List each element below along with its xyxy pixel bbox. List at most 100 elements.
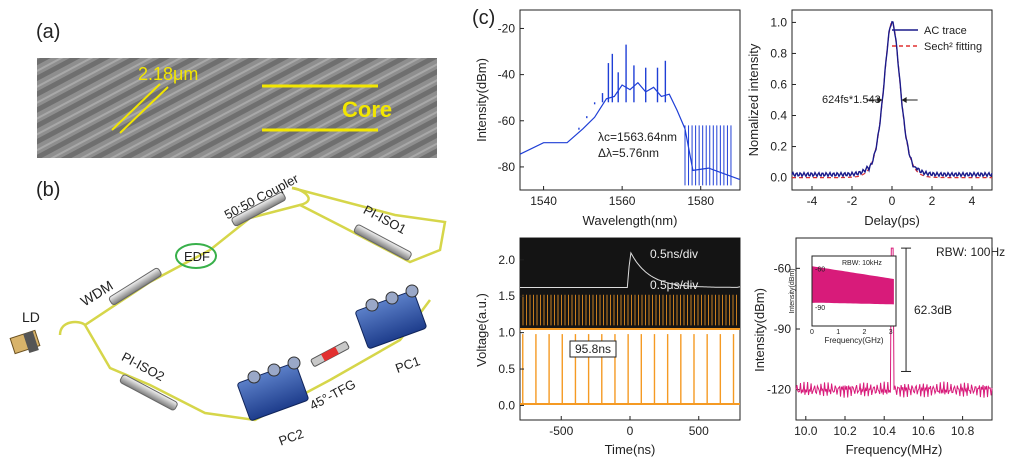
ac-trace-line — [791, 20, 993, 178]
edf-coil — [175, 243, 217, 269]
pulse-period-box — [569, 340, 617, 358]
rf-y-tick-label: -60 — [774, 261, 792, 275]
rf-x-axis-label: Frequency(MHz) — [846, 442, 943, 457]
pc1-component — [355, 284, 427, 349]
pulse-inset-label-us: 0.5μs/div — [650, 278, 698, 292]
spectrum-x-tick-label: 1560 — [609, 194, 636, 208]
rf-y-tick-label: -90 — [774, 322, 792, 336]
pc2-label: PC2 — [277, 426, 306, 449]
spectrum-x-axis-label: Wavelength(nm) — [583, 213, 678, 228]
scale-line-2 — [119, 86, 169, 134]
ac-x-tick-label: -2 — [847, 194, 858, 208]
core-text: Core — [342, 97, 392, 122]
panel-b-label: (b) — [36, 179, 60, 201]
rf-x-tick-label: 10.6 — [912, 424, 936, 438]
ac-x-tick-label: -4 — [807, 194, 818, 208]
spectrum-y-tick-label: -20 — [498, 21, 516, 35]
spectrum-annotation-width: Δλ=5.76nm — [598, 146, 659, 160]
spectrum-plot-frame — [519, 9, 741, 191]
pulse-x-tick-label: 500 — [689, 424, 709, 438]
spectrum-x-tick-label: 1540 — [530, 194, 557, 208]
scale-text: 2.18μm — [138, 64, 198, 84]
rf-y-tick-label: -120 — [767, 383, 791, 397]
rf-inset-spectrum — [812, 266, 894, 310]
pulse-inset-trace — [519, 251, 741, 289]
rf-x-tick-label: 10.4 — [873, 424, 897, 438]
wdm-component — [108, 267, 162, 305]
rf-inset: 0 1 2 3 -60 -90 RBW: 10kHz Frequency(GHz) Int… — [789, 255, 897, 345]
pulse-inset-label-ns: 0.5ns/div — [650, 247, 698, 261]
spectrum-y-tick-label: -60 — [498, 114, 516, 128]
spectrum-y-tick-label: -80 — [498, 160, 516, 174]
rf-snr-text: 62.3dB — [914, 303, 952, 317]
rf-series-line — [795, 247, 993, 398]
pulse-y-tick-label: 1.0 — [498, 326, 515, 340]
ac-legend-trace-label: AC trace — [924, 25, 967, 37]
fiber-coupler-tap — [291, 186, 310, 207]
ld-label: LD — [22, 309, 40, 325]
panel-a: (a) 2.18μm Core — [36, 21, 437, 158]
edf-label: EDF — [184, 249, 210, 264]
ac-fwhm-marker — [866, 97, 918, 103]
pulse-y-tick-label: 1.5 — [498, 289, 515, 303]
spectrum-y-tick-label: -40 — [498, 68, 516, 82]
rf-inset-x-tick-label: 0 — [810, 329, 814, 336]
spectrum-y-axis-label: Intensity(dBm) — [474, 58, 489, 142]
ac-legend-fit-label: Sech² fitting — [924, 41, 982, 53]
ac-y-tick-label: 1.0 — [770, 15, 787, 29]
ac-x-axis-label: Delay(ps) — [864, 213, 920, 228]
ac-y-axis-label: Nomalized intensity — [746, 43, 761, 156]
spectrum-chart: 1540 1560 1580 -80 -60 -40 -20 λc=1563.64nm Δλ… — [474, 9, 741, 228]
pulse-y-tick-label: 0.0 — [498, 398, 515, 412]
rf-inset-y-tick-label: -90 — [815, 305, 825, 312]
pulse-x-tick-label: -500 — [549, 424, 573, 438]
ac-y-tick-label: 0.2 — [770, 140, 787, 154]
rf-x-tick-label: 10.2 — [833, 424, 857, 438]
ac-annotation: 624fs*1.543 — [822, 94, 881, 106]
ac-x-tick-label: 2 — [929, 194, 936, 208]
scale-line-1 — [111, 83, 161, 131]
rf-y-axis-label: Intensity(dBm) — [752, 288, 767, 372]
laser-diode — [9, 329, 41, 355]
wdm-label: WDM — [78, 277, 116, 309]
ac-y-tick-label: 0.6 — [770, 77, 787, 91]
ac-fwhm-head-left — [877, 97, 883, 103]
rf-inset-x-label: Frequency(GHz) — [824, 336, 883, 345]
ac-y-tick-label: 0.0 — [770, 171, 787, 185]
ac-y-tick-label: 0.4 — [770, 109, 787, 123]
rf-x-tick-label: 10.0 — [794, 424, 818, 438]
rf-snr-marker — [901, 247, 912, 372]
pulse-y-axis-label: Voltage(a.u.) — [474, 293, 489, 367]
rf-inset-y-label: Intensity(dBm) — [789, 268, 796, 313]
rf-spectrum-chart: 10.0 10.2 10.4 10.6 10.8 -120 -90 -60 RBW: 100H… — [752, 237, 1005, 457]
rf-x-tick-label: 10.8 — [951, 424, 975, 438]
pulse-train-chart: 0.5ns/div 0.5μs/div -500 0 500 0.0 0.5 1.0 1.5… — [474, 237, 741, 457]
rf-inset-y-tick-label: -60 — [815, 267, 825, 274]
tfg-grating — [321, 346, 339, 362]
coupler-component — [231, 192, 286, 227]
rf-rbw-text: RBW: 100Hz — [936, 245, 1005, 259]
ac-y-tick-label: 0.8 — [770, 46, 787, 60]
spectrum-annotation-center: λc=1563.64nm — [598, 130, 677, 144]
panel-c-label: (c) — [472, 7, 495, 29]
pulse-x-axis-label: Time(ns) — [605, 442, 656, 457]
pulse-y-tick-label: 0.5 — [498, 362, 515, 376]
spectrum-series-line — [519, 81, 741, 181]
rf-inset-x-tick-label: 1 — [836, 329, 840, 336]
rf-inset-x-tick-label: 3 — [889, 329, 893, 336]
rf-inset-rbw: RBW: 10kHz — [842, 260, 882, 267]
panel-b: (b) LD WDM EDF 50:50 Coupler PI-ISO1 PI-… — [9, 170, 447, 449]
tfg-label: 45°-TFG — [307, 376, 358, 413]
spectrum-x-tick-label: 1580 — [687, 194, 714, 208]
pulse-inset-background — [520, 238, 740, 328]
autocorrelation-chart: -4 -2 0 2 4 0.0 0.2 0.4 0.6 0.8 1.0 AC trace Sech²… — [746, 9, 993, 228]
ac-x-tick-label: 4 — [969, 194, 976, 208]
micrograph — [37, 58, 437, 158]
pulse-x-tick-label: 0 — [627, 424, 634, 438]
rf-inset-x-tick-label: 2 — [863, 329, 867, 336]
pi-iso2-component — [119, 374, 178, 411]
panel-a-label: (a) — [36, 21, 60, 43]
pulse-y-tick-label: 2.0 — [498, 253, 515, 267]
pc2-component — [237, 356, 309, 421]
